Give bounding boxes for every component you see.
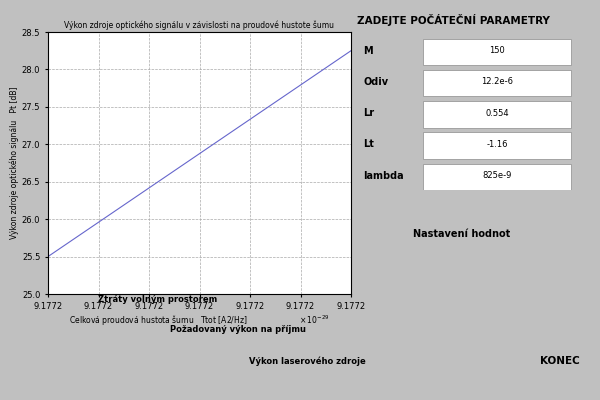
Y-axis label: Výkon zdroje optického signálu   Pt [dB]: Výkon zdroje optického signálu Pt [dB] — [10, 87, 19, 239]
Text: Nastavení hodnot: Nastavení hodnot — [413, 229, 511, 239]
Text: 12.2e-6: 12.2e-6 — [481, 78, 514, 86]
FancyBboxPatch shape — [423, 101, 571, 128]
FancyBboxPatch shape — [423, 132, 571, 159]
Text: ZADEJTE POČÁTEČNÍ PARAMETRY: ZADEJTE POČÁTEČNÍ PARAMETRY — [357, 14, 550, 26]
Text: 150: 150 — [490, 46, 505, 55]
FancyBboxPatch shape — [423, 39, 571, 65]
Text: Lr: Lr — [364, 108, 374, 118]
Text: KONEC: KONEC — [540, 356, 580, 366]
Text: lambda: lambda — [364, 170, 404, 181]
X-axis label: Celková proudová hustota šumu   Ttot [A2/Hz]                      $\times\,10^{-: Celková proudová hustota šumu Ttot [A2/H… — [69, 314, 330, 328]
FancyBboxPatch shape — [423, 70, 571, 96]
Text: Výkon laserového zdroje: Výkon laserového zdroje — [249, 356, 366, 366]
Text: 825e-9: 825e-9 — [482, 171, 512, 180]
Text: -1.16: -1.16 — [487, 140, 508, 149]
Text: Lt: Lt — [364, 139, 374, 149]
Title: Výkon zdroje optického signálu v závislosti na proudové hustote šumu: Výkon zdroje optického signálu v závislo… — [65, 20, 335, 30]
Text: Ztráty volným prostorem: Ztráty volným prostorem — [98, 294, 217, 304]
FancyBboxPatch shape — [423, 164, 571, 190]
Text: Požadovaný výkon na příjmu: Požadovaný výkon na příjmu — [170, 324, 305, 334]
Text: Odiv: Odiv — [364, 77, 388, 87]
Text: M: M — [364, 46, 373, 56]
Text: 0.554: 0.554 — [485, 109, 509, 118]
